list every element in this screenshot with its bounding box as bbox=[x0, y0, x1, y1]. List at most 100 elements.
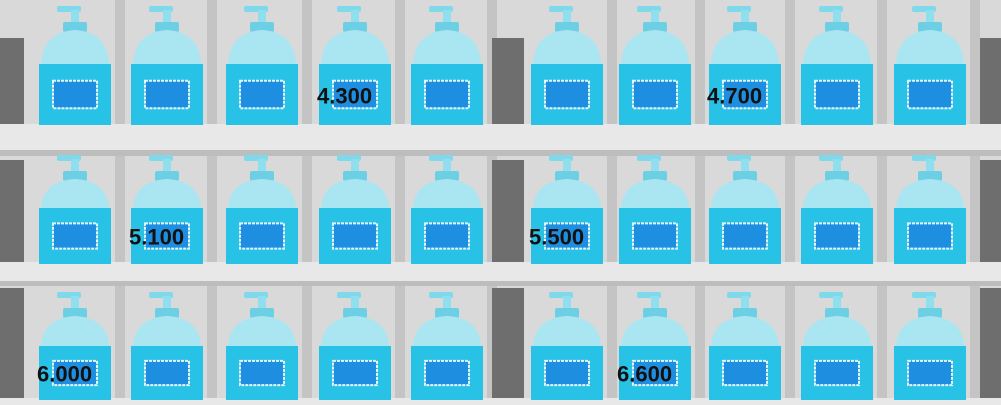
bottle-label bbox=[814, 359, 860, 387]
bottle-label bbox=[544, 79, 590, 110]
bottle-cap bbox=[435, 22, 459, 32]
bottle-cap bbox=[343, 308, 367, 318]
bottle-shoulder bbox=[41, 316, 109, 346]
bottle-label bbox=[52, 222, 98, 250]
bottle-nozzle bbox=[741, 10, 749, 24]
bottle-label bbox=[52, 79, 98, 110]
bottle-shoulder bbox=[803, 30, 871, 64]
bottle-label bbox=[144, 359, 190, 387]
bottle-shoulder bbox=[896, 179, 964, 208]
shelf-plank bbox=[0, 124, 1001, 154]
uprights bbox=[0, 38, 1001, 398]
bottle bbox=[319, 155, 391, 264]
bottle-cap bbox=[918, 171, 942, 181]
bottle-label bbox=[722, 222, 768, 250]
back-column bbox=[207, 0, 217, 405]
bottle bbox=[709, 155, 781, 264]
bottle-label bbox=[632, 222, 678, 250]
bottle-label bbox=[332, 79, 378, 110]
bottle-shoulder bbox=[413, 30, 481, 64]
bottle bbox=[39, 155, 111, 264]
bottle-shoulder bbox=[533, 30, 601, 64]
bottle-nozzle bbox=[833, 296, 841, 310]
bottle-shoulder bbox=[621, 179, 689, 208]
bottle-shoulder bbox=[711, 30, 779, 64]
bottle-shoulder bbox=[228, 30, 296, 64]
bottle-cap bbox=[643, 22, 667, 32]
bottle-shoulder bbox=[621, 316, 689, 346]
bottle-nozzle bbox=[163, 296, 171, 310]
bottle-shoulder bbox=[896, 316, 964, 346]
back-column bbox=[607, 0, 617, 405]
bottle-nozzle bbox=[563, 296, 571, 310]
bottle-nozzle bbox=[926, 159, 934, 173]
bottle-cap bbox=[918, 308, 942, 318]
bottle-shoulder bbox=[228, 179, 296, 208]
bottle-nozzle bbox=[443, 296, 451, 310]
bottle-nozzle bbox=[258, 159, 266, 173]
upright bbox=[980, 288, 1001, 398]
back-column bbox=[115, 0, 125, 405]
bottle-shoulder bbox=[133, 316, 201, 346]
bottle-shoulder bbox=[41, 30, 109, 64]
bottle-cap bbox=[825, 22, 849, 32]
bottle-cap bbox=[343, 171, 367, 181]
bottle-label bbox=[632, 79, 678, 110]
shelf-edge bbox=[0, 281, 1001, 286]
bottle: 5.100 bbox=[129, 155, 203, 264]
bottle-cap bbox=[825, 308, 849, 318]
bottle bbox=[801, 292, 873, 400]
bottle-nozzle bbox=[833, 159, 841, 173]
bottle-shoulder bbox=[133, 179, 201, 208]
bottle-shoulder bbox=[41, 179, 109, 208]
shelf-plank bbox=[0, 262, 1001, 284]
bottle-nozzle bbox=[71, 296, 79, 310]
bottle-label bbox=[544, 222, 590, 250]
bottle-label bbox=[424, 359, 470, 387]
shelf-plank bbox=[0, 398, 1001, 405]
shelf-edge bbox=[0, 150, 1001, 156]
bottle-nozzle bbox=[443, 159, 451, 173]
upright bbox=[492, 288, 524, 398]
bottle-cap bbox=[250, 308, 274, 318]
bottle bbox=[894, 155, 966, 264]
bottle-label bbox=[332, 222, 378, 250]
bottle-label bbox=[722, 79, 768, 110]
bottle-cap bbox=[155, 171, 179, 181]
bottle-label bbox=[814, 79, 860, 110]
bottle-shoulder bbox=[533, 316, 601, 346]
bottle bbox=[411, 155, 483, 264]
bottle-nozzle bbox=[926, 296, 934, 310]
bottle bbox=[226, 155, 298, 264]
bottle-cap bbox=[250, 22, 274, 32]
bottle bbox=[801, 6, 873, 125]
back-column bbox=[395, 0, 405, 405]
bottle-nozzle bbox=[163, 159, 171, 173]
bottle-cap bbox=[63, 171, 87, 181]
bottle-label bbox=[424, 222, 470, 250]
upright bbox=[0, 38, 24, 124]
bottle-label bbox=[632, 359, 678, 387]
upright bbox=[980, 38, 1001, 124]
bottle-label bbox=[239, 222, 285, 250]
bottle-label bbox=[144, 79, 190, 110]
bottle-cap bbox=[733, 171, 757, 181]
bottle-cap bbox=[555, 171, 579, 181]
back-column bbox=[695, 0, 705, 405]
bottle bbox=[894, 292, 966, 400]
bottle-cap bbox=[643, 308, 667, 318]
bottle bbox=[531, 292, 603, 400]
bottle-shoulder bbox=[321, 179, 389, 208]
bottle-shoulder bbox=[711, 179, 779, 208]
bottle-cap bbox=[643, 171, 667, 181]
bottle-nozzle bbox=[833, 10, 841, 24]
bottle-label bbox=[144, 222, 190, 250]
bottle-label bbox=[722, 359, 768, 387]
bottle-nozzle bbox=[258, 296, 266, 310]
bottle-cap bbox=[250, 171, 274, 181]
back-column bbox=[785, 0, 795, 405]
price-label: 5.500 bbox=[529, 225, 584, 250]
bottle-shoulder bbox=[803, 316, 871, 346]
